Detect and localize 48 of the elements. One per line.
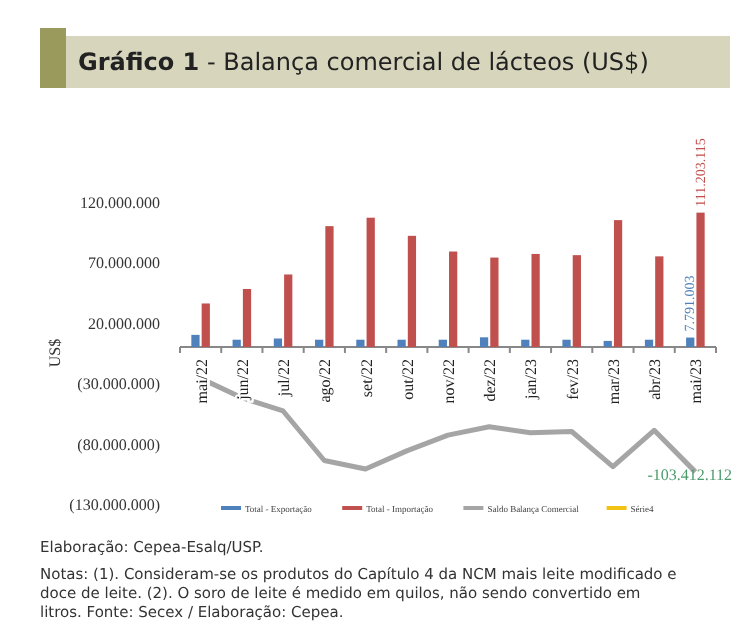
bar: [284, 274, 293, 347]
y-tick-label: 20.000.000: [88, 314, 160, 333]
bar: [572, 255, 581, 347]
bar: [562, 339, 571, 347]
x-tick-label: jan/23: [522, 358, 541, 401]
x-tick-label: nov/22: [440, 358, 458, 404]
bar: [655, 256, 664, 347]
bar: [613, 220, 623, 347]
y-tick-label: (30.000.000): [77, 375, 161, 394]
bar: [242, 288, 252, 347]
x-tick-label: set/22: [357, 358, 376, 398]
bar: [315, 339, 324, 347]
x-tick-label: ago/22: [316, 358, 335, 403]
x-tick-label: abr/23: [646, 358, 665, 400]
x-tick-label: jul/22: [275, 358, 294, 399]
x-tick-label: dez/22: [481, 358, 500, 402]
y-tick-label: 120.000.000: [80, 194, 160, 212]
bar: [407, 235, 417, 347]
bar: [521, 339, 530, 347]
x-tick-label: jun/22: [233, 358, 252, 402]
bar: [366, 217, 375, 347]
bar: [603, 340, 612, 347]
bar: [397, 339, 406, 347]
x-tick-label: mar/23: [604, 358, 623, 405]
bar: [449, 251, 458, 347]
bar: [696, 212, 705, 347]
y-tick-label: (80.000.000): [77, 435, 161, 454]
bar: [490, 257, 499, 347]
bar: [531, 253, 540, 347]
x-tick-label: mai/23: [687, 358, 706, 404]
bar: [479, 337, 489, 347]
x-tick-label: fev/23: [563, 358, 582, 400]
bar: [438, 339, 447, 347]
x-tick-label: out/22: [398, 358, 417, 400]
bar: [325, 226, 334, 347]
bar: [686, 337, 695, 347]
y-axis-title: US$: [46, 338, 64, 368]
y-tick-label: 70.000.000: [88, 254, 160, 273]
bar: [356, 339, 365, 347]
bar: [201, 303, 210, 347]
bar: [273, 338, 283, 347]
data-label: -103.412.112: [647, 465, 733, 484]
bar: [191, 334, 200, 347]
bar: [644, 339, 654, 347]
y-tick-label: (130.000.000): [69, 496, 161, 514]
bar: [232, 339, 241, 347]
x-tick-label: mai/22: [192, 358, 211, 404]
chart-title: Gráfico 1 - Balança comercial de lácteos (US$): [78, 48, 649, 76]
